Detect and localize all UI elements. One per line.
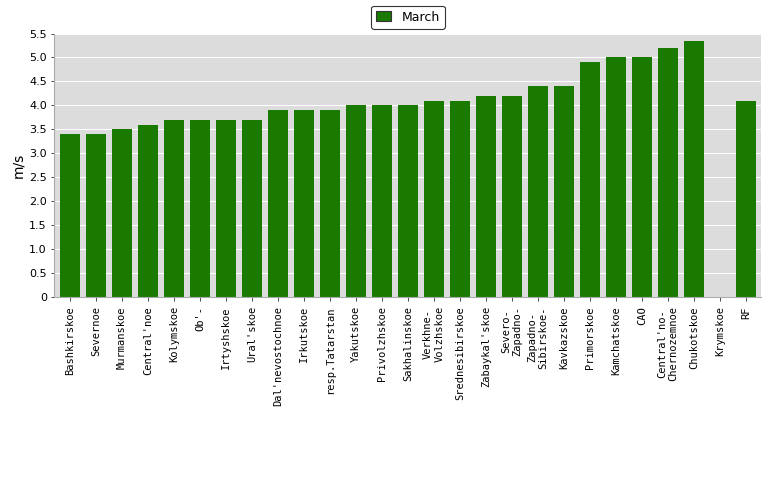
Bar	[347, 105, 366, 297]
Bar	[424, 101, 444, 297]
Bar	[398, 105, 418, 297]
Bar	[112, 129, 132, 297]
Bar	[580, 62, 600, 297]
Bar	[684, 41, 704, 297]
Bar	[450, 101, 469, 297]
Bar	[164, 120, 183, 297]
Bar	[190, 120, 210, 297]
Bar	[61, 134, 80, 297]
Bar	[320, 110, 340, 297]
Bar	[554, 86, 573, 297]
Bar	[138, 125, 158, 297]
Bar	[632, 57, 652, 297]
Bar	[268, 110, 287, 297]
Legend: March: March	[371, 6, 444, 29]
Y-axis label: m/s: m/s	[11, 153, 25, 178]
Bar	[86, 134, 106, 297]
Bar	[658, 48, 678, 297]
Bar	[606, 57, 625, 297]
Bar	[476, 96, 496, 297]
Bar	[216, 120, 235, 297]
Bar	[502, 96, 521, 297]
Bar	[294, 110, 314, 297]
Bar	[372, 105, 392, 297]
Bar	[242, 120, 262, 297]
Bar	[736, 101, 755, 297]
Bar	[528, 86, 548, 297]
